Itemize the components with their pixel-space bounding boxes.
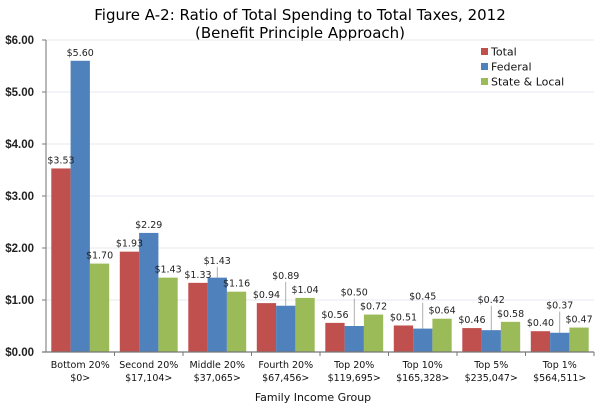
category-sublabel: $67,456> xyxy=(262,373,309,384)
gridlines xyxy=(46,39,594,301)
bar-total xyxy=(51,168,71,352)
category-sublabel: $17,104> xyxy=(125,373,172,384)
bar-total xyxy=(188,282,208,352)
bar-total xyxy=(325,322,345,352)
category-sublabel: $165,328> xyxy=(396,373,449,384)
data-labels: $3.53$5.60$1.70$1.93$2.29$1.43 $1.33$1.43… xyxy=(47,48,593,333)
category-sublabel: $0> xyxy=(70,373,90,384)
data-label: $0.50 xyxy=(341,288,368,299)
bar-state-local xyxy=(363,314,384,352)
y-tick-label: $5.00 xyxy=(5,87,34,99)
data-label: $1.43 xyxy=(154,265,181,276)
category-label: Top 1% xyxy=(542,360,577,371)
category-label: Second 20% xyxy=(119,360,178,371)
bar-state-local xyxy=(569,327,589,352)
data-label: $3.53 xyxy=(47,155,74,166)
data-label: $0.58 xyxy=(497,309,524,320)
category-sublabel: $235,047> xyxy=(465,373,518,384)
legend-label: State & Local xyxy=(491,76,564,89)
legend-swatch xyxy=(481,63,488,70)
category-label: Fourth 20% xyxy=(258,360,313,371)
data-label: $2.29 xyxy=(135,220,162,231)
bar-federal xyxy=(413,328,433,352)
y-tick-label: $0.00 xyxy=(5,347,34,359)
chart-subtitle: (Benefit Principle Approach) xyxy=(195,24,405,42)
bar-federal xyxy=(550,332,570,352)
category-sublabel: $564,511> xyxy=(533,373,586,384)
legend-label: Total xyxy=(490,46,517,59)
category-label: Top 10% xyxy=(402,360,443,371)
bar-federal xyxy=(207,277,227,352)
bar-state-local xyxy=(226,291,247,352)
data-label: $0.94 xyxy=(253,290,280,301)
legend-swatch xyxy=(481,78,488,85)
data-label: $0.64 xyxy=(428,306,455,317)
data-label: $0.46 xyxy=(458,315,485,326)
data-label: $0.47 xyxy=(565,315,592,326)
category-sublabel: $37,065> xyxy=(194,373,241,384)
bar-federal xyxy=(344,326,364,352)
bar-federal xyxy=(70,60,90,353)
bar-total xyxy=(119,251,140,352)
data-label: $0.40 xyxy=(527,318,554,329)
category-label: Top 20% xyxy=(333,360,374,371)
chart-title: Figure A-2: Ratio of Total Spending to T… xyxy=(94,6,506,24)
data-label: $1.93 xyxy=(116,239,143,250)
data-label: $1.43 xyxy=(204,256,231,267)
data-label: $1.16 xyxy=(223,279,250,290)
data-label: $0.42 xyxy=(478,295,505,306)
bar-total xyxy=(462,328,482,352)
data-label: $0.72 xyxy=(360,302,387,313)
category-label: Middle 20% xyxy=(189,360,245,371)
category-label: Top 5% xyxy=(473,360,508,371)
y-tick-label: $6.00 xyxy=(5,35,34,47)
data-label: $1.70 xyxy=(86,251,113,262)
data-label: $0.37 xyxy=(546,301,573,312)
bar-federal xyxy=(481,330,501,352)
bar-state-local xyxy=(432,318,452,352)
bar-total xyxy=(530,331,551,352)
category-sublabel: $119,695> xyxy=(328,373,381,384)
y-tick-label: $2.00 xyxy=(5,243,34,255)
y-axis-ticks: $0.00 $1.00 $2.00 $3.00 $4.00 $5.00 $6.00 xyxy=(5,35,34,359)
bar-state-local xyxy=(500,321,521,352)
legend-label: Federal xyxy=(491,61,532,74)
data-label: $0.56 xyxy=(321,310,348,321)
data-label: $0.45 xyxy=(409,292,436,303)
data-label: $1.33 xyxy=(184,270,211,281)
bar-federal xyxy=(276,305,296,352)
data-label: $0.89 xyxy=(272,271,299,282)
category-label: Bottom 20% xyxy=(51,360,110,371)
axes xyxy=(42,39,595,356)
bar-state-local xyxy=(295,297,315,352)
bar-total xyxy=(393,325,414,352)
data-label: $1.04 xyxy=(291,285,318,296)
legend-swatch xyxy=(481,48,488,55)
y-tick-label: $1.00 xyxy=(5,295,34,307)
data-label: $5.60 xyxy=(67,48,94,59)
data-label: $0.51 xyxy=(390,312,417,323)
x-axis-label: Family Income Group xyxy=(255,391,371,404)
bar-total xyxy=(256,303,277,352)
bar-state-local xyxy=(158,277,178,352)
y-tick-label: $3.00 xyxy=(5,191,34,203)
x-axis-categories: Bottom 20% $0> Second 20% $17,104> Middle 20… xyxy=(51,360,587,384)
y-tick-label: $4.00 xyxy=(5,139,34,151)
bars xyxy=(51,60,589,353)
legend: Total Federal State & Local xyxy=(481,46,564,89)
bar-state-local xyxy=(89,263,110,352)
bar-federal xyxy=(139,232,159,352)
